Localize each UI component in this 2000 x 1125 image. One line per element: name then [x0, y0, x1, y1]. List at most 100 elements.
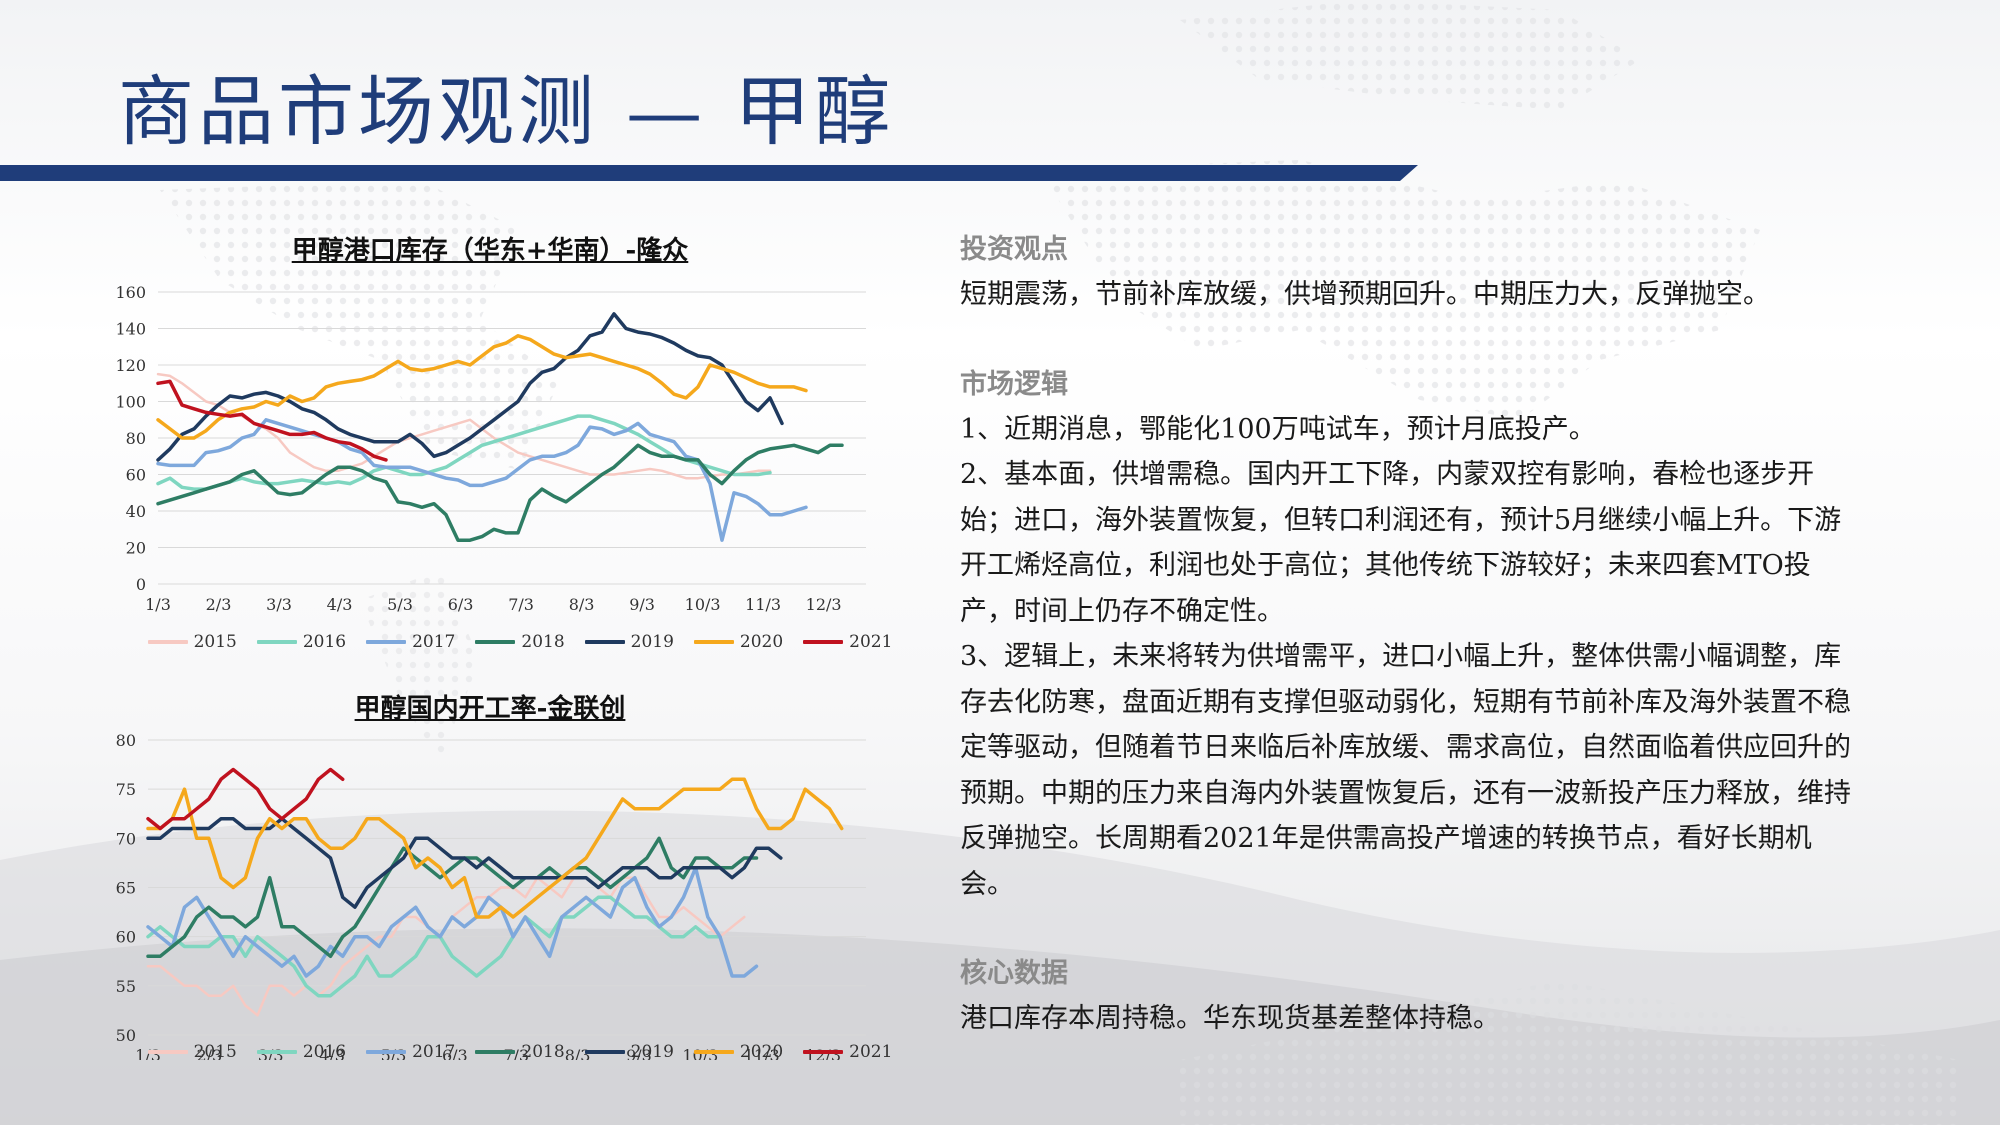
y-tick-label: 140 — [115, 320, 146, 339]
series-line-2016 — [146, 895, 722, 998]
inventory-chart-panel: 甲醇港口库存（华东+华南）-隆众 0 20 40 60 80 100 120 140 160 1/… — [100, 230, 892, 660]
analysis-text-panel: 投资观点 短期震荡，节前补库放缓，供增预期回升。中期压力大，反弹抛空。 市场逻辑… — [960, 228, 1960, 1042]
legend-label: 2018 — [521, 632, 565, 652]
operating-rate-chart-legend: 2015 2016 2017 2018 2019 2020 2021 — [147, 1042, 892, 1062]
investment-view-text: 短期震荡，节前补库放缓，供增预期回升。中期压力大，反弹抛空。 — [960, 279, 1770, 310]
y-tick-label: 60 — [116, 928, 136, 947]
x-tick-label: 4/3 — [327, 595, 353, 614]
legend-label: 2015 — [193, 632, 237, 652]
x-tick-label: 9/3 — [626, 1046, 652, 1060]
legend-item-2018: 2018 — [475, 1042, 565, 1062]
legend-swatch — [256, 1050, 297, 1054]
core-data-text: 港口库存本周持稳。华东现货基差整体持稳。 — [960, 1003, 1500, 1034]
legend-label: 2020 — [739, 632, 784, 652]
x-tick-label: 8/3 — [565, 1046, 591, 1060]
y-tick-label: 20 — [126, 539, 146, 558]
x-tick-label: 12/3 — [806, 595, 842, 614]
legend-label: 2016 — [302, 632, 347, 652]
legend-swatch — [475, 640, 516, 644]
y-tick-label: 65 — [116, 879, 136, 898]
y-tick-label: 55 — [116, 977, 136, 996]
operating-rate-chart-panel: 甲醇国内开工率-金联创 505560657075801/32/33/34/35/… — [100, 688, 893, 1088]
legend-item-2020: 2020 — [693, 632, 784, 652]
inventory-chart-legend: 2015 2016 2017 2018 2019 2020 2021 — [147, 632, 892, 652]
x-tick-label: 11/3 — [745, 595, 781, 614]
x-tick-label: 8/3 — [569, 595, 595, 614]
series-line-2020 — [156, 334, 808, 440]
legend-label: 2015 — [193, 1042, 237, 1062]
series-line-2019 — [156, 312, 784, 462]
y-tick-label: 80 — [126, 429, 146, 448]
series-line-2021 — [146, 767, 345, 831]
x-tick-label: 9/3 — [629, 595, 655, 614]
series-line-2018 — [156, 443, 844, 542]
legend-swatch — [693, 1050, 734, 1054]
inventory-line-chart: 0 20 40 60 80 100 120 140 160 1/3 2/3 3/3 4/3 5/3 6/3 7… — [115, 283, 866, 614]
series-line-2020 — [146, 777, 844, 919]
legend-item-2017: 2017 — [366, 632, 455, 652]
chart-title-operating-rate: 甲醇国内开工率-金联创 — [354, 694, 626, 724]
series-line-2019 — [146, 816, 783, 909]
legend-item-2017: 2017 — [366, 1042, 455, 1062]
legend-label: 2018 — [521, 1042, 565, 1062]
legend-item-2015: 2015 — [147, 1042, 237, 1062]
legend-swatch — [366, 1050, 407, 1054]
y-tick-label: 120 — [115, 356, 146, 375]
y-tick-label: 60 — [126, 466, 146, 485]
x-tick-label: 3/3 — [266, 595, 292, 614]
y-tick-label: 0 — [136, 575, 146, 594]
x-tick-label: 7/3 — [503, 1046, 529, 1060]
legend-label: 2020 — [739, 1042, 784, 1062]
title-underline-bar — [0, 165, 1418, 181]
y-tick-label: 70 — [116, 829, 136, 848]
legend-swatch — [584, 640, 625, 644]
y-tick-label: 160 — [115, 283, 146, 302]
legend-item-2019: 2019 — [584, 632, 674, 652]
series-line-2015 — [156, 372, 772, 480]
legend-item-2016: 2016 — [256, 632, 347, 652]
legend-swatch — [584, 1050, 625, 1054]
legend-item-2021: 2021 — [803, 632, 892, 652]
legend-swatch — [147, 1050, 188, 1054]
x-tick-label: 2/3 — [196, 1046, 222, 1060]
legend-label: 2021 — [849, 1042, 893, 1062]
legend-item-2018: 2018 — [475, 632, 565, 652]
legend-item-2021: 2021 — [803, 1042, 892, 1062]
y-tick-label: 100 — [115, 393, 146, 412]
x-tick-label: 5/3 — [387, 595, 413, 614]
legend-item-2020: 2020 — [693, 1042, 784, 1062]
market-logic-point-3: 3、逻辑上，未来将转为供增需平，进口小幅上升，整体供需小幅调整，库存去化防寒，盘… — [960, 641, 1851, 900]
legend-label: 2017 — [412, 1042, 456, 1062]
legend-item-2019: 2019 — [584, 1042, 674, 1062]
section-heading-market-logic: 市场逻辑 — [960, 368, 1068, 400]
page-title: 商品市场观测 — 甲醇 — [118, 67, 895, 156]
section-heading-core-data: 核心数据 — [960, 958, 1068, 989]
legend-label: 2019 — [630, 1042, 674, 1062]
legend-swatch — [256, 640, 297, 644]
x-tick-label: 7/3 — [508, 595, 534, 614]
legend-label: 2017 — [412, 632, 456, 652]
chart-title-inventory: 甲醇港口库存（华东+华南）-隆众 — [291, 236, 689, 266]
y-tick-label: 40 — [126, 502, 146, 521]
x-tick-label: 4/3 — [319, 1046, 345, 1060]
market-logic-point-1: 1、近期消息，鄂能化100万吨试车，预计月底投产。 — [960, 413, 1596, 445]
y-tick-label: 75 — [116, 780, 136, 799]
x-tick-label: 1/3 — [145, 595, 171, 614]
legend-item-2016: 2016 — [256, 1042, 347, 1062]
legend-label: 2019 — [630, 632, 674, 652]
operating-rate-line-chart: 505560657075801/32/33/34/35/36/37/38/39/… — [116, 731, 866, 1060]
series-line-2021 — [156, 379, 388, 462]
y-tick-label: 50 — [116, 1026, 136, 1045]
x-tick-label: 11/3 — [744, 1046, 780, 1060]
x-tick-label: 6/3 — [448, 595, 474, 614]
legend-swatch — [475, 1050, 516, 1054]
legend-item-2015: 2015 — [147, 632, 237, 652]
legend-swatch — [147, 640, 188, 644]
legend-swatch — [693, 640, 734, 644]
section-heading-investment-view: 投资观点 — [960, 234, 1068, 265]
legend-label: 2016 — [302, 1042, 347, 1062]
series-line-2016 — [156, 414, 772, 491]
x-tick-label: 2/3 — [206, 595, 232, 614]
legend-label: 2021 — [849, 632, 893, 652]
x-tick-label: 6/3 — [442, 1046, 468, 1060]
